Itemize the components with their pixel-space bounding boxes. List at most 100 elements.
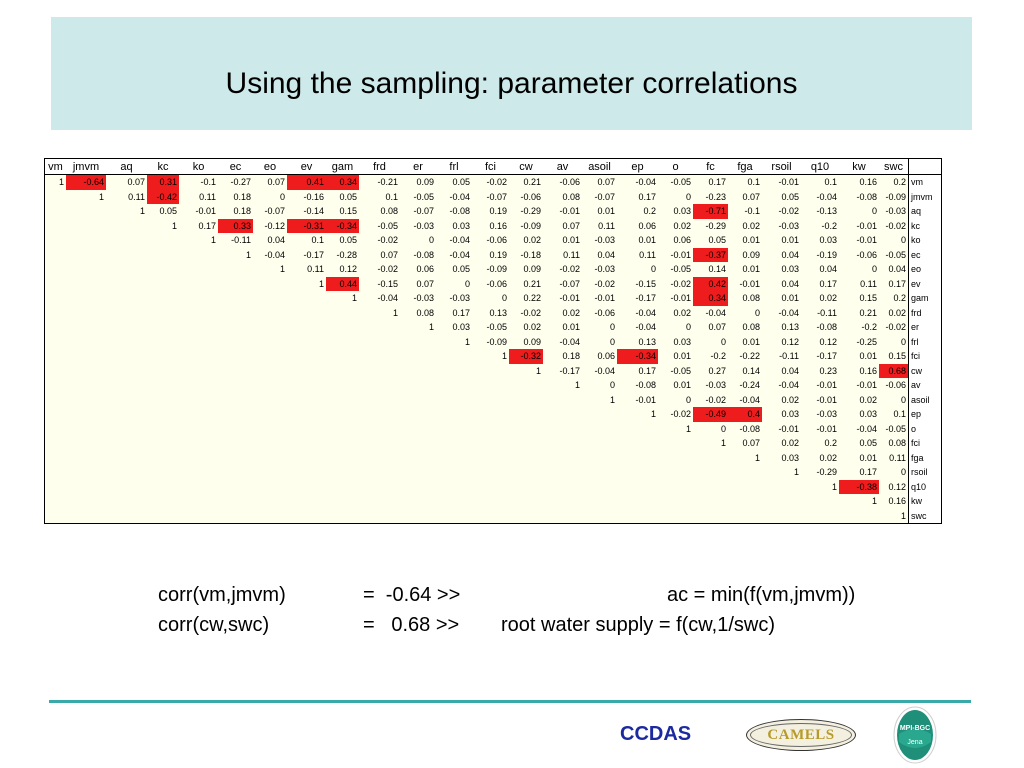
empty-cell: [472, 392, 509, 407]
empty-cell: [543, 421, 582, 436]
empty-cell: [218, 276, 253, 291]
corr-cell: 0.01: [543, 233, 582, 248]
empty-cell: [179, 378, 218, 393]
corr-cell: -0.04: [436, 247, 472, 262]
empty-cell: [839, 508, 879, 524]
column-header-vm: vm: [44, 158, 66, 175]
corr-cell: -0.03: [436, 291, 472, 306]
corr-cell: 0.07: [253, 174, 287, 190]
corr-cell: 0.05: [326, 233, 359, 248]
corr-cell: -0.04: [839, 421, 879, 436]
corr-cell: -0.05: [472, 320, 509, 335]
corr-cell: 0.23: [801, 363, 839, 378]
corr-cell: -0.31: [287, 218, 326, 233]
corr-cell: 0.05: [436, 262, 472, 277]
corr-cell: -0.06: [879, 378, 909, 393]
empty-cell: [106, 334, 147, 349]
empty-cell: [762, 508, 801, 524]
corr-cell: 0: [879, 465, 909, 480]
corr-cell: 0.01: [617, 233, 658, 248]
corr-cell: 1: [44, 174, 66, 190]
empty-cell: [728, 494, 762, 509]
corr-cell: -0.02: [543, 262, 582, 277]
corr-cell: -0.01: [839, 218, 879, 233]
empty-cell: [106, 218, 147, 233]
empty-cell: [658, 508, 693, 524]
corr-cell: -0.21: [359, 174, 400, 190]
empty-cell: [472, 494, 509, 509]
corr-cell: -0.29: [509, 204, 543, 219]
corr-cell: 0.01: [762, 233, 801, 248]
corr-cell: -0.04: [617, 305, 658, 320]
row-label: av: [908, 378, 942, 393]
corr-cell: 0.03: [436, 218, 472, 233]
corr-cell: 0.03: [762, 450, 801, 465]
corr-cell: -0.34: [326, 218, 359, 233]
corr-cell: -0.04: [253, 247, 287, 262]
empty-cell: [287, 494, 326, 509]
row-label: kw: [908, 494, 942, 509]
corr-cell: -0.05: [359, 218, 400, 233]
corr-cell: 0.01: [762, 291, 801, 306]
corr-cell: 0.1: [728, 174, 762, 190]
empty-cell: [543, 392, 582, 407]
empty-cell: [287, 421, 326, 436]
empty-cell: [509, 450, 543, 465]
corr-cell: 0.19: [472, 204, 509, 219]
corr-cell: 0: [472, 291, 509, 306]
corr-cell: -0.04: [436, 189, 472, 204]
empty-cell: [762, 494, 801, 509]
corr-cell: 0.09: [728, 247, 762, 262]
empty-cell: [436, 479, 472, 494]
corr-cell: 1: [66, 189, 106, 204]
empty-cell: [326, 421, 359, 436]
row-label: ev: [908, 276, 942, 291]
empty-cell: [218, 436, 253, 451]
empty-cell: [509, 407, 543, 422]
corr-cell: -0.01: [801, 392, 839, 407]
table-row: 1 0.17 0.33 -0.12 -0.31 -0.34 -0.05 -0.03 0.03 0.…: [44, 218, 942, 233]
corr-cell: -0.09: [472, 334, 509, 349]
corr-cell: -0.13: [801, 204, 839, 219]
column-header-ec: ec: [218, 158, 253, 175]
empty-cell: [287, 349, 326, 364]
empty-cell: [218, 262, 253, 277]
empty-cell: [106, 479, 147, 494]
empty-cell: [253, 421, 287, 436]
empty-cell: [436, 421, 472, 436]
empty-cell: [66, 218, 106, 233]
corr-cell: 0.03: [762, 407, 801, 422]
corr-cell: 0.34: [326, 174, 359, 190]
corr-cell: 0.11: [582, 218, 617, 233]
corr-cell: 0.05: [436, 174, 472, 190]
empty-cell: [253, 378, 287, 393]
empty-cell: [66, 247, 106, 262]
mpi-bgc-logo: MPI-BGC Jena: [893, 706, 937, 764]
corr-cell: 0.04: [253, 233, 287, 248]
empty-cell: [693, 479, 728, 494]
corr-cell: 0.1: [801, 174, 839, 190]
title-bar: Using the sampling: parameter correlatio…: [51, 17, 972, 130]
corr-cell: -0.29: [693, 218, 728, 233]
empty-cell: [106, 320, 147, 335]
corr-cell: 0.2: [879, 174, 909, 190]
corr-cell: 0.09: [509, 334, 543, 349]
corr-cell: -0.37: [693, 247, 728, 262]
empty-cell: [66, 276, 106, 291]
corr-cell: 0.31: [147, 174, 179, 190]
empty-cell: [472, 436, 509, 451]
corr-cell: -0.01: [801, 378, 839, 393]
empty-cell: [44, 494, 66, 509]
empty-cell: [218, 392, 253, 407]
corr-cell: 0.12: [326, 262, 359, 277]
table-row: 1 0.11 -0.42 0.11 0.18 0 -0.16 0.05 0.1 -0.05 -0.0…: [44, 189, 942, 204]
row-label: fga: [908, 450, 942, 465]
empty-cell: [218, 479, 253, 494]
corr-cell: 0.11: [106, 189, 147, 204]
empty-cell: [359, 465, 400, 480]
empty-cell: [582, 450, 617, 465]
table-row: 1 -0.04 -0.17 -0.28 0.07 -0.08 -0.04 0.19 -0.18 0…: [44, 247, 942, 262]
corr-cell: -0.03: [582, 262, 617, 277]
row-label-header: [908, 158, 942, 175]
corr-cell: 0.04: [582, 247, 617, 262]
